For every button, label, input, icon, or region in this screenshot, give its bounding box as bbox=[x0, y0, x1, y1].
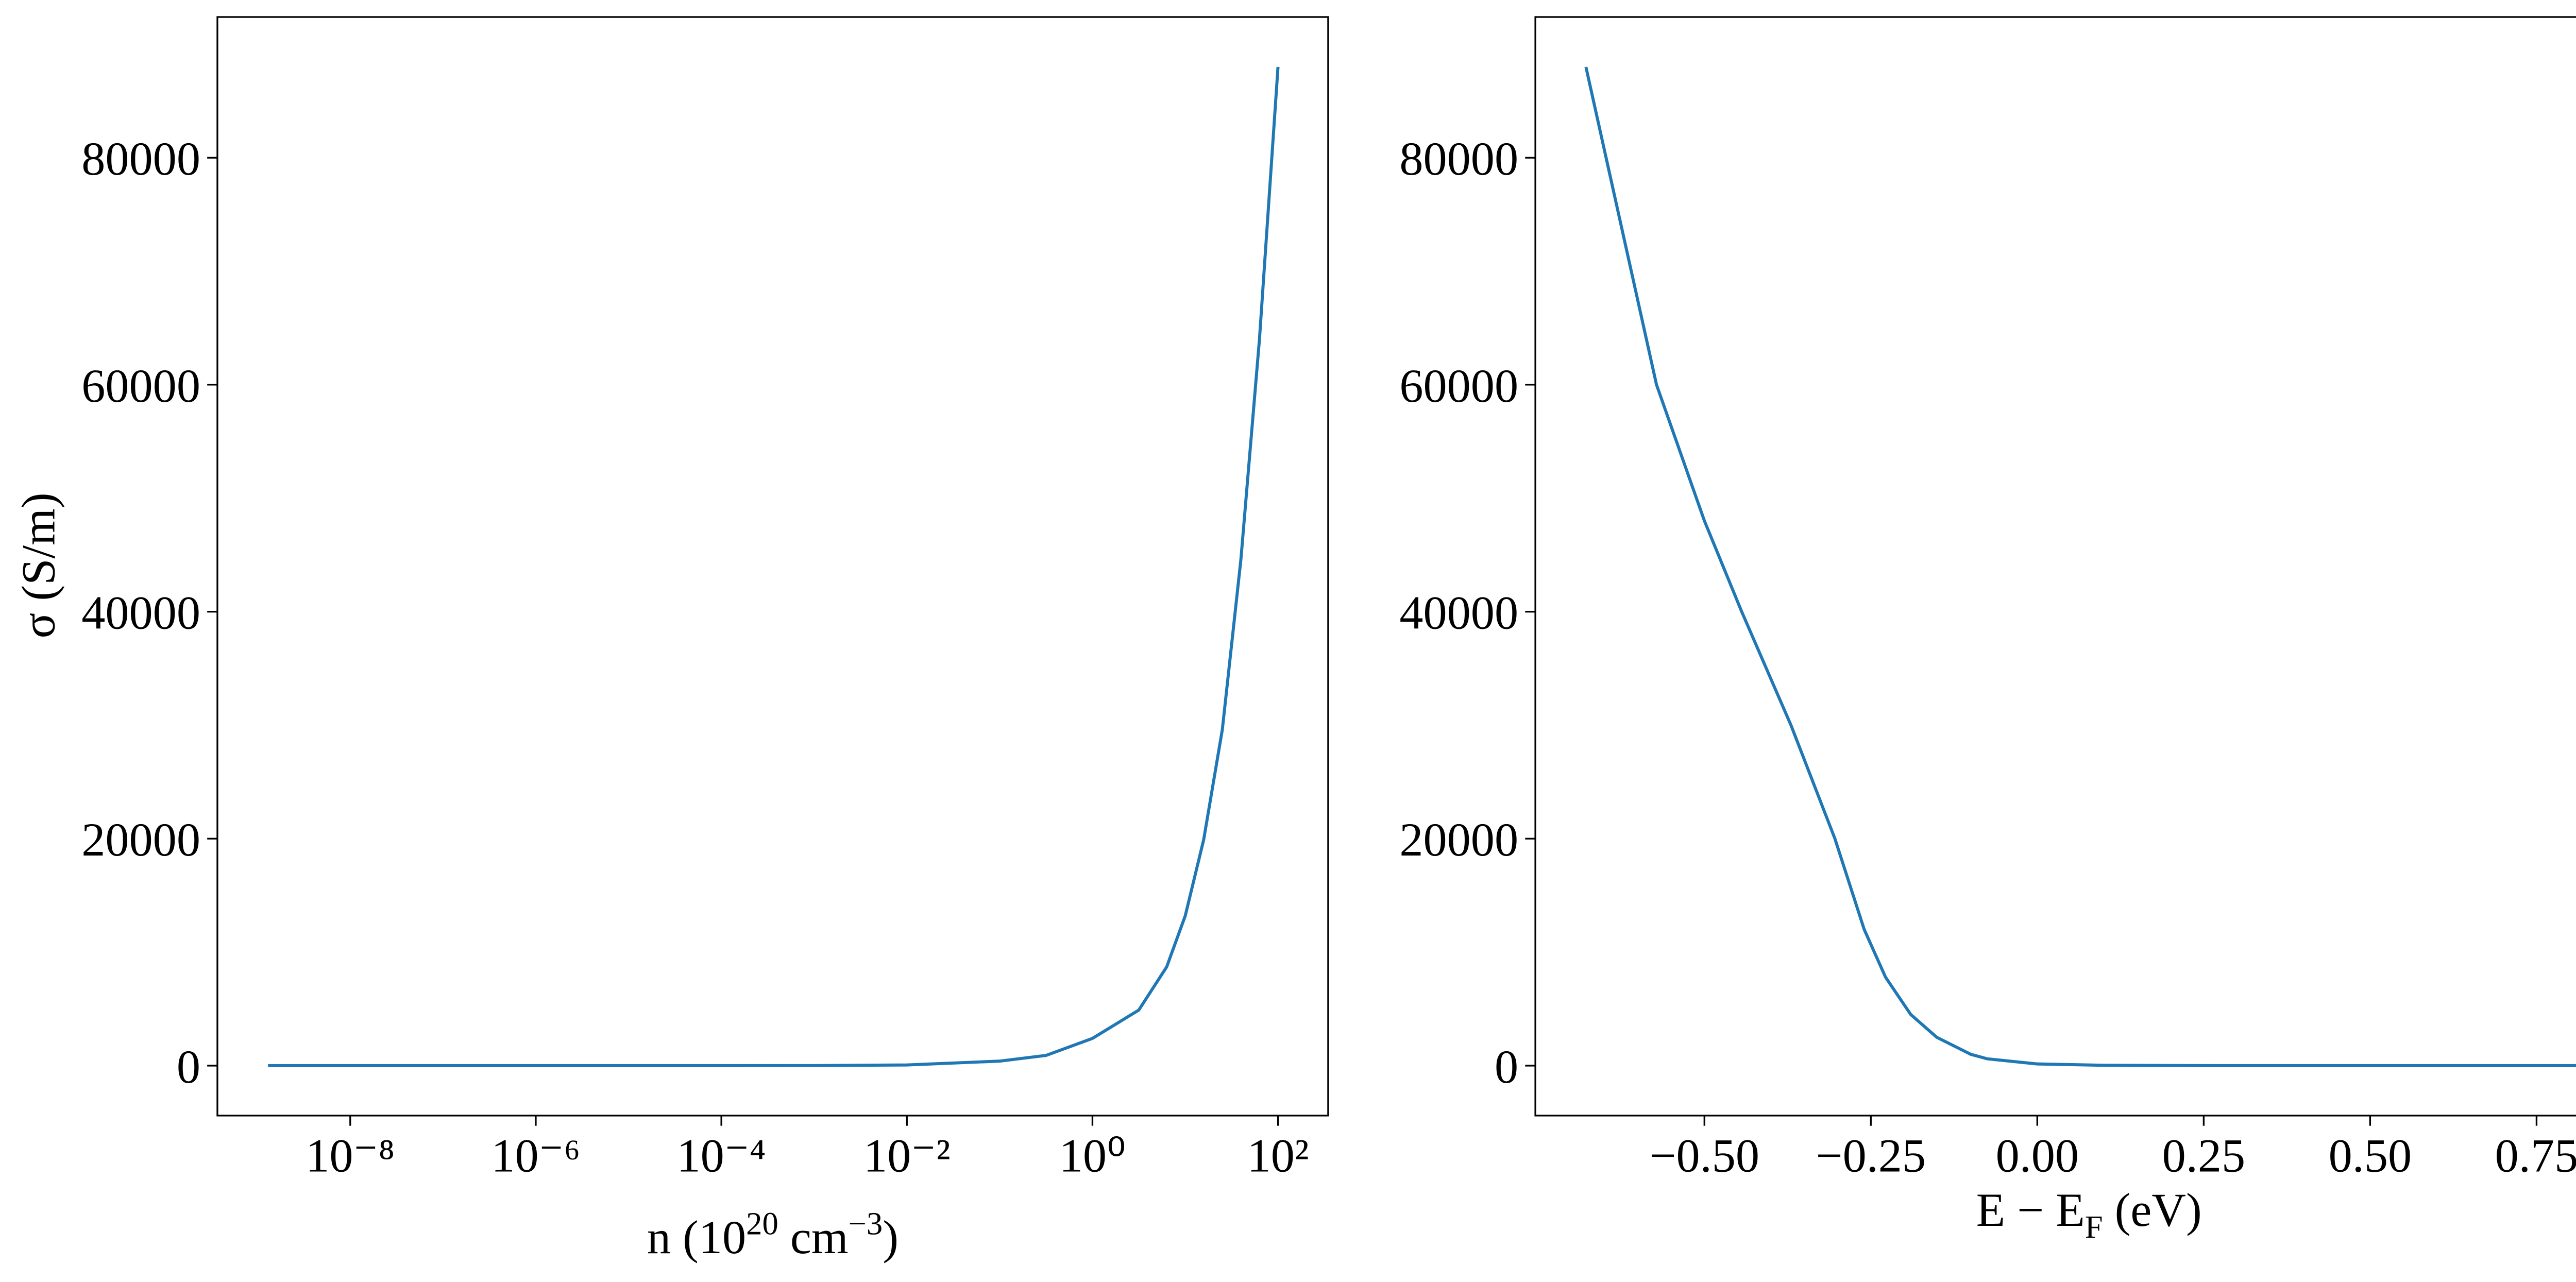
x-tick-label: 10⁻² bbox=[863, 1130, 951, 1182]
x-label-part: ) bbox=[883, 1211, 899, 1263]
y-tick-label: 40000 bbox=[81, 587, 200, 639]
y-tick-label: 60000 bbox=[1399, 360, 1518, 412]
y-tick-label: 20000 bbox=[81, 813, 200, 866]
y-axis-label: σ (S/m) bbox=[12, 492, 64, 638]
x-tick-label: −0.25 bbox=[1816, 1130, 1926, 1182]
x-tick-label: 10⁻⁶ bbox=[491, 1130, 580, 1182]
x-label-part: n (10 bbox=[647, 1211, 746, 1263]
x-tick-label: −0.50 bbox=[1649, 1130, 1759, 1182]
y-tick-label: 80000 bbox=[1399, 132, 1518, 185]
plot-frame bbox=[1534, 16, 2576, 1117]
x-tick-label: 10² bbox=[1247, 1130, 1309, 1182]
x-tick-label: 0.50 bbox=[2329, 1130, 2412, 1182]
x-tick-label: 0.25 bbox=[2162, 1130, 2246, 1182]
y-tick-label: 0 bbox=[177, 1040, 200, 1093]
y-tick-label: 60000 bbox=[81, 360, 200, 412]
x-tick-label: 10⁻⁸ bbox=[306, 1130, 395, 1182]
x-label-part: E − E bbox=[1976, 1184, 2085, 1236]
x-label-part: cm bbox=[778, 1211, 849, 1263]
y-tick-label: 20000 bbox=[1399, 813, 1518, 866]
plot-frame bbox=[216, 16, 1329, 1117]
y-tick-label: 80000 bbox=[81, 132, 200, 185]
x-tick-label: 10⁻⁴ bbox=[677, 1130, 766, 1182]
y-tick-label: 0 bbox=[1495, 1040, 1518, 1093]
y-tick-label: 40000 bbox=[1399, 587, 1518, 639]
x-label-sub: F bbox=[2085, 1209, 2103, 1245]
data-line bbox=[1584, 66, 2576, 1067]
x-label-part: (eV) bbox=[2103, 1184, 2202, 1236]
x-tick-label: 0.75 bbox=[2495, 1130, 2576, 1182]
x-label-sup: 20 bbox=[746, 1206, 778, 1242]
data-line bbox=[268, 66, 1280, 1067]
x-label-sup: −3 bbox=[849, 1206, 883, 1242]
x-axis-label: E − EF (eV) bbox=[1976, 1184, 2202, 1245]
x-tick-label: 0.00 bbox=[1996, 1130, 2079, 1182]
x-tick-label: 10⁰ bbox=[1059, 1130, 1126, 1182]
x-axis-label: n (1020 cm−3) bbox=[647, 1206, 899, 1263]
